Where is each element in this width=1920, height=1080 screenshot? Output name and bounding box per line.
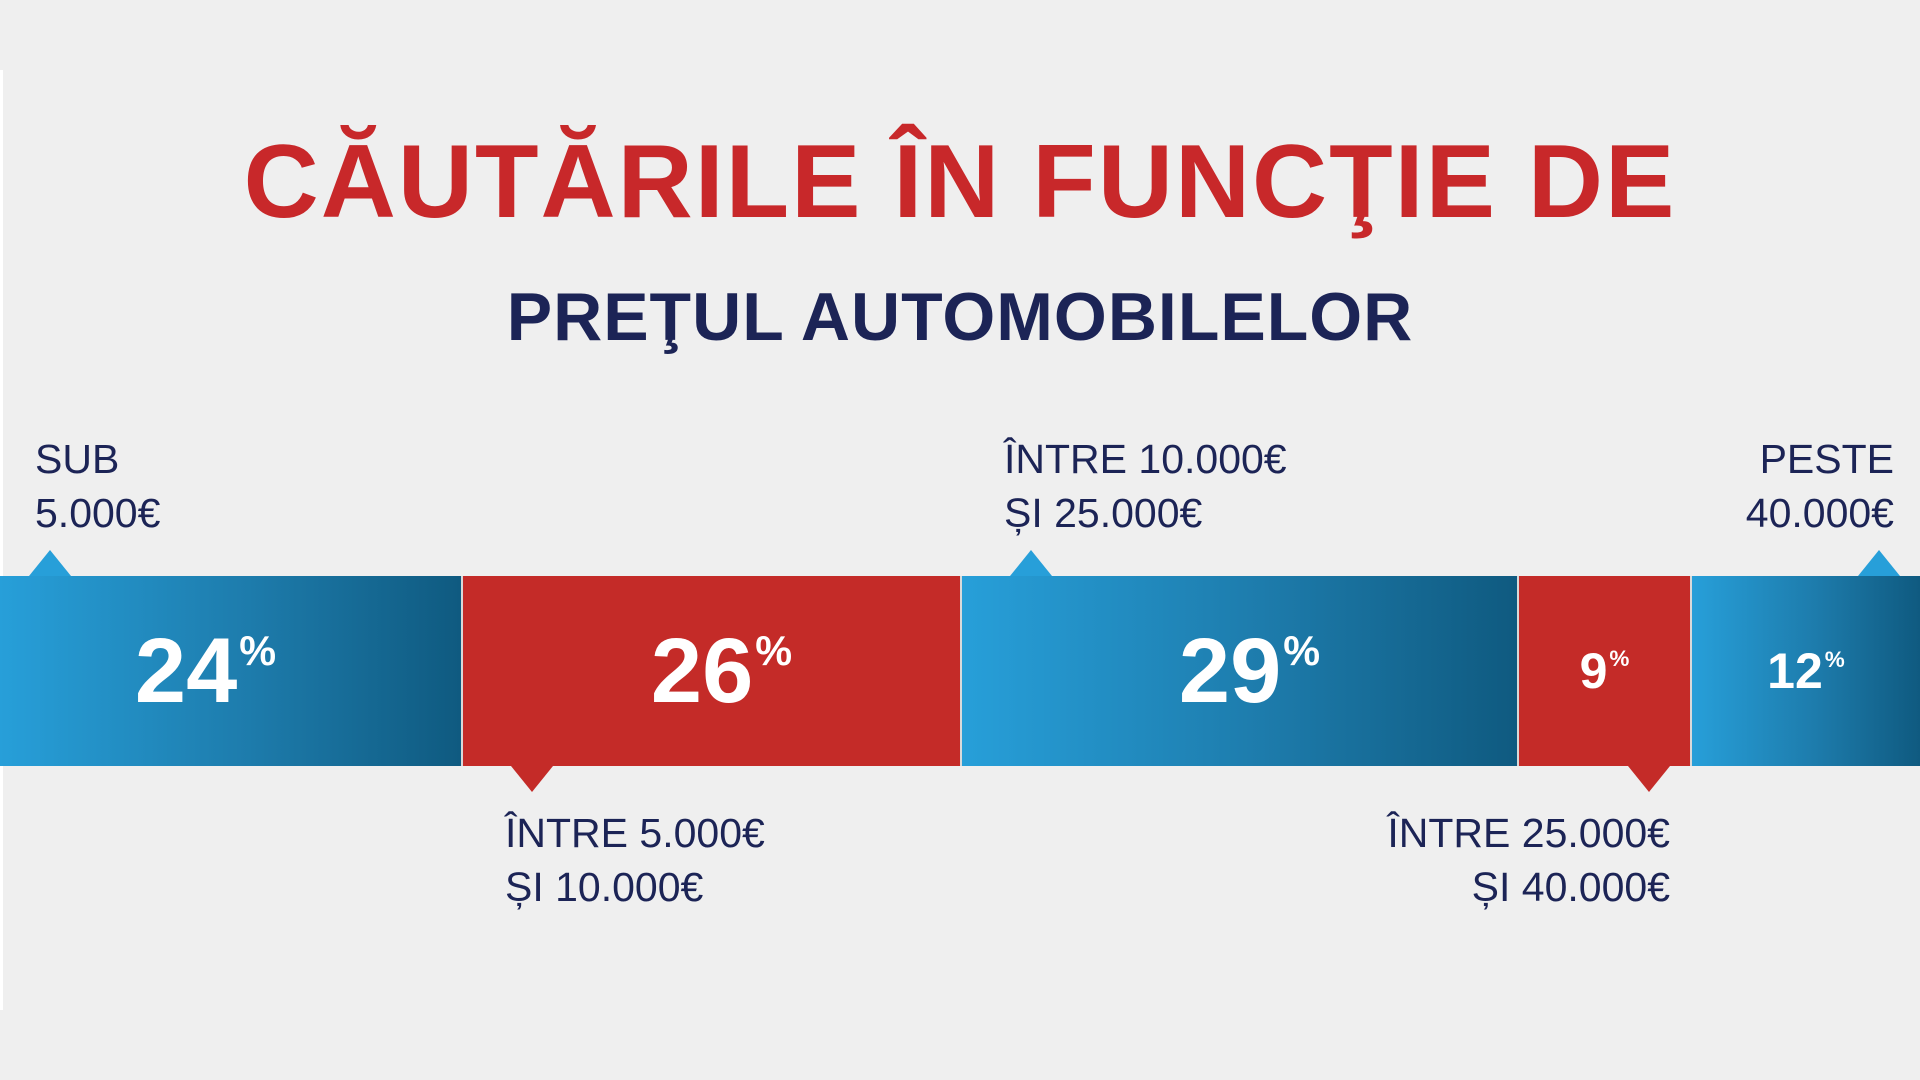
bar-segment-2: 26% xyxy=(461,576,960,766)
pointer-down-2 xyxy=(511,766,553,792)
value-number: 26 xyxy=(650,620,754,722)
category-label-2: ÎNTRE 5.000€ ȘI 10.000€ xyxy=(505,806,765,914)
value-number: 24 xyxy=(134,620,238,722)
percent-sign: % xyxy=(1283,627,1321,674)
category-label-line: ȘI 10.000€ xyxy=(505,864,704,910)
percent-sign: % xyxy=(1609,645,1630,671)
bar-segment-5: 12% xyxy=(1690,576,1920,766)
bar-segment-3: 29% xyxy=(960,576,1517,766)
value-number: 9 xyxy=(1579,643,1608,699)
bar-segment-4: 9% xyxy=(1517,576,1690,766)
percent-sign: % xyxy=(239,627,277,674)
category-label-line: ȘI 25.000€ xyxy=(1004,490,1203,536)
category-label-line: SUB xyxy=(35,436,120,482)
value-label-2: 26% xyxy=(651,625,792,717)
category-label-1: SUB 5.000€ xyxy=(35,432,160,540)
pointer-up-5 xyxy=(1858,550,1900,576)
left-edge-line xyxy=(0,70,3,1010)
value-label-4: 9% xyxy=(1580,646,1630,696)
chart-title: CĂUTĂRILE ÎN FUNCŢIE DE xyxy=(243,124,1677,240)
category-label-line: ÎNTRE 10.000€ xyxy=(1004,436,1287,482)
category-label-5: PESTE 40.000€ xyxy=(1746,432,1894,540)
chart-subtitle: PREŢUL AUTOMOBILELOR xyxy=(506,279,1414,355)
pointer-up-3 xyxy=(1010,550,1052,576)
value-label-3: 29% xyxy=(1179,625,1320,717)
value-number: 29 xyxy=(1178,620,1282,722)
pointer-up-1 xyxy=(29,550,71,576)
bar-segment-1: 24% xyxy=(0,576,461,766)
value-label-1: 24% xyxy=(135,625,276,717)
category-label-line: PESTE xyxy=(1759,436,1894,482)
percent-sign: % xyxy=(1824,647,1845,673)
category-label-line: 40.000€ xyxy=(1745,490,1894,536)
category-label-line: ÎNTRE 25.000€ xyxy=(1387,810,1670,856)
category-label-line: 5.000€ xyxy=(35,490,161,536)
category-label-line: ÎNTRE 5.000€ xyxy=(505,810,765,856)
value-label-5: 12% xyxy=(1767,646,1845,696)
stacked-bar: 24% 26% 29% 9% 12% xyxy=(0,576,1920,766)
category-label-4: ÎNTRE 25.000€ ȘI 40.000€ xyxy=(1387,806,1670,914)
category-label-3: ÎNTRE 10.000€ ȘI 25.000€ xyxy=(1004,432,1287,540)
category-label-line: ȘI 40.000€ xyxy=(1471,864,1670,910)
value-number: 12 xyxy=(1767,643,1823,699)
percent-sign: % xyxy=(755,627,793,674)
pointer-down-4 xyxy=(1628,766,1670,792)
